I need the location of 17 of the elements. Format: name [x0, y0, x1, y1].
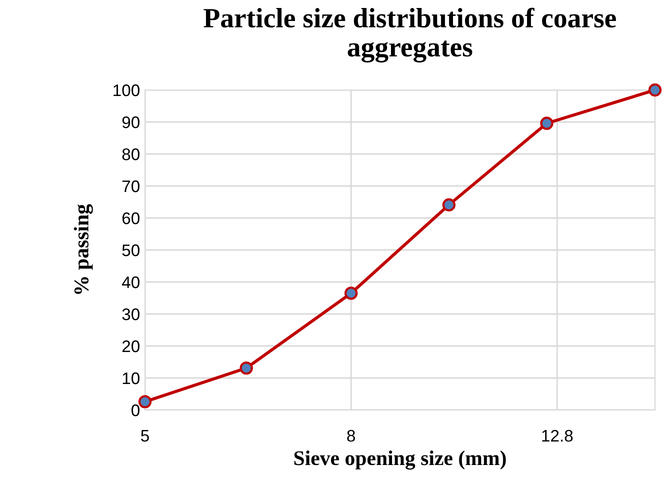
- y-axis-title: % passing: [74, 204, 93, 294]
- y-tick-label: 90: [122, 116, 140, 128]
- x-tick-label: 5: [141, 430, 149, 442]
- y-tick-label: 20: [122, 340, 140, 352]
- y-tick-label: 60: [122, 212, 140, 224]
- y-tick-label: 100: [114, 84, 140, 96]
- chart-title: Particle size distributions of coarse aggregates: [204, 8, 616, 62]
- x-axis-title: Sieve opening size (mm): [294, 450, 506, 470]
- y-tick-label: 50: [122, 244, 140, 256]
- y-tick-label: 80: [122, 148, 140, 160]
- y-tick-label: 70: [122, 180, 140, 192]
- x-tick-label: 8: [347, 430, 355, 442]
- x-tick-label: 12.8: [542, 430, 573, 442]
- y-tick-label: 10: [122, 372, 140, 384]
- y-tick-label: 30: [122, 308, 140, 320]
- y-tick-label: 0: [132, 404, 140, 416]
- y-tick-label: 40: [122, 276, 140, 288]
